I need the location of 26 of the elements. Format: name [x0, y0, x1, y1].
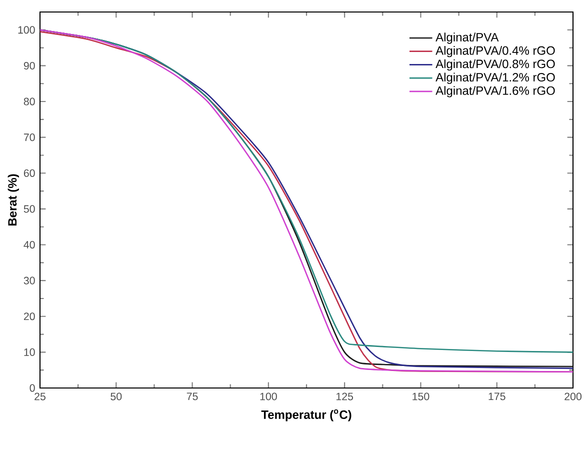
y-tick-label: 10 [24, 348, 35, 356]
y-tick-label: 90 [24, 62, 35, 70]
y-tick-label: 70 [24, 134, 35, 142]
legend-label: Alginat/PVA/1.2% rGO [436, 72, 555, 84]
y-axis-title: Berat (%) [8, 174, 20, 226]
x-tick-label: 100 [260, 392, 277, 400]
x-tick-label: 200 [564, 392, 582, 400]
legend-label: Alginat/PVA/0.4% rGO [436, 46, 555, 58]
y-tick-label: 40 [24, 240, 35, 249]
x-tick-label: 50 [110, 392, 122, 400]
y-tick-label: 60 [24, 169, 35, 177]
x-axis-title: Temperatur ($^{o}$C) [261, 409, 352, 422]
x-tick-label: 150 [412, 392, 430, 400]
x-tick-label: 175 [488, 392, 506, 400]
x-tick-label: 25 [34, 392, 46, 400]
y-tick-label: 50 [24, 205, 35, 213]
y-tick-label: 100 [18, 26, 35, 34]
x-tick-label: 75 [186, 392, 198, 400]
y-tick-label: 30 [24, 276, 35, 284]
legend-label: Alginat/PVA/0.8% rGO [436, 59, 555, 71]
y-tick-label: 20 [24, 312, 35, 320]
y-tick-label: 80 [24, 98, 35, 106]
y-tick-label: 0 [30, 384, 35, 392]
legend-label: Alginat/PVA/1.6% rGO [436, 86, 555, 98]
legend-label: Alginat/PVA [436, 32, 499, 44]
x-tick-label: 125 [336, 392, 354, 400]
